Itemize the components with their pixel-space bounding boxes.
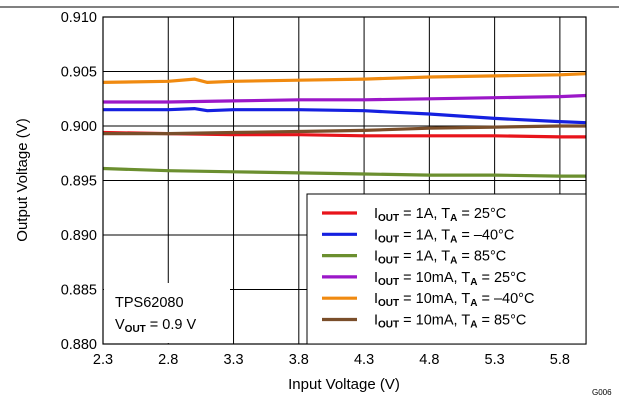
legend-label-1: IOUT = 1A, TA = 25°C (374, 206, 506, 224)
y-tick-label: 0.905 (61, 65, 97, 81)
series-lines (102, 72, 587, 178)
series-line-6 (103, 124, 586, 136)
x-tick-label: 2.8 (158, 352, 178, 368)
legend-label-4: IOUT = 10mA, TA = 25°C (374, 270, 526, 288)
series-line-5 (102, 72, 587, 85)
legend-label-3: IOUT = 1A, TA = 85°C (374, 249, 506, 267)
x-tick-label: 3.3 (223, 352, 243, 368)
series-line-4 (103, 93, 587, 104)
y-tick-label: 0.885 (61, 283, 97, 299)
y-tick-label: 0.900 (61, 119, 97, 135)
x-axis-label: Input Voltage (V) (288, 376, 400, 393)
series-line-2 (103, 106, 587, 125)
legend-label-6: IOUT = 10mA, TA = 85°C (374, 313, 526, 331)
x-tick-label: 2.3 (93, 352, 113, 368)
y-tick-label: 0.890 (61, 228, 97, 244)
legend-label-2: IOUT = 1A, TA = –40°C (374, 227, 514, 245)
figure-id: G006 (592, 388, 612, 396)
y-axis-label: Output Voltage (V) (14, 118, 31, 241)
x-tick-label: 3.8 (289, 352, 309, 368)
x-tick-labels: 2.3 2.8 3.3 3.8 4.3 4.8 5.3 5.8 (93, 352, 570, 368)
annotation-vout: VOUT = 0.9 V (115, 317, 196, 335)
annotation-box: TPS62080 VOUT = 0.9 V (104, 283, 230, 343)
legend: IOUT = 1A, TA = 25°C IOUT = 1A, TA = –40°… (306, 193, 587, 345)
x-tick-label: 5.3 (485, 352, 505, 368)
y-tick-label: 0.880 (61, 337, 97, 353)
y-tick-labels: 0.880 0.885 0.890 0.895 0.900 0.905 0.910 (61, 10, 97, 353)
x-tick-label: 4.3 (354, 352, 374, 368)
x-tick-label: 4.8 (419, 352, 439, 368)
annotation-background (104, 283, 230, 343)
legend-label-5: IOUT = 10mA, TA = –40°C (374, 291, 534, 309)
y-tick-label: 0.895 (61, 174, 97, 190)
y-tick-label: 0.910 (61, 10, 97, 26)
x-tick-label: 5.8 (550, 352, 570, 368)
series-line-3 (102, 166, 586, 178)
annotation-device: TPS62080 (115, 295, 184, 311)
